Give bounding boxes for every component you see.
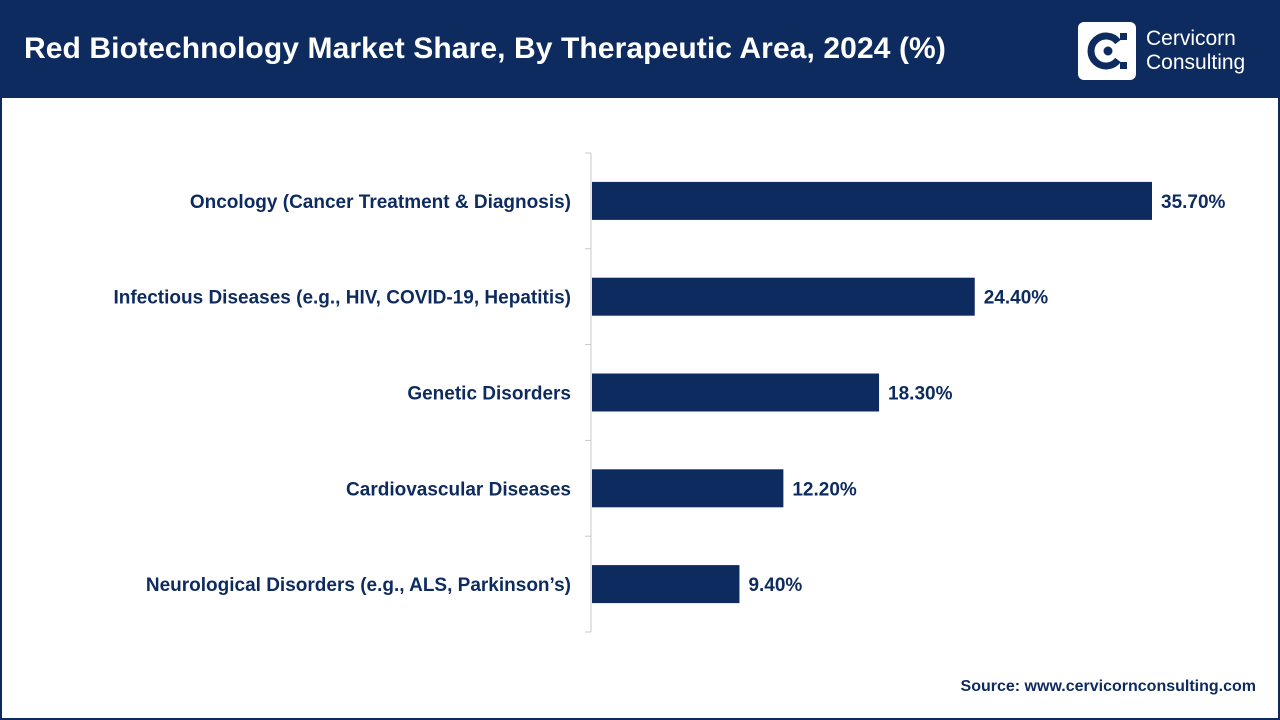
bar [592, 181, 1152, 220]
value-label: 35.70% [1161, 192, 1226, 213]
bar [592, 373, 880, 412]
logo-wordmark: Cervicorn Consulting [1146, 27, 1245, 75]
bar [592, 565, 740, 604]
bar [592, 469, 784, 508]
value-label: 9.40% [748, 575, 802, 596]
source-note: Source: www.cervicornconsulting.com [960, 678, 1256, 695]
category-label: Genetic Disorders [407, 384, 571, 405]
value-label: 18.30% [888, 384, 953, 405]
company-logo: Cervicorn Consulting [1078, 22, 1264, 80]
header-banner: Red Biotechnology Market Share, By Thera… [2, 2, 1278, 98]
logo-line-2: Consulting [1146, 51, 1246, 74]
category-label: Infectious Diseases (e.g., HIV, COVID-19… [113, 288, 571, 309]
category-label: Cardiovascular Diseases [346, 479, 571, 500]
value-label: 24.40% [984, 288, 1049, 309]
chart-title: Red Biotechnology Market Share, By Thera… [24, 32, 946, 65]
logo-line-1: Cervicorn [1146, 27, 1236, 50]
category-label: Oncology (Cancer Treatment & Diagnosis) [190, 192, 571, 213]
bar-chart: Oncology (Cancer Treatment & Diagnosis) 3… [113, 152, 1226, 633]
category-label: Neurological Disorders (e.g., ALS, Parki… [146, 575, 571, 596]
value-label: 12.20% [792, 479, 857, 500]
logo-mark-icon [1078, 22, 1136, 80]
bar [592, 277, 975, 316]
